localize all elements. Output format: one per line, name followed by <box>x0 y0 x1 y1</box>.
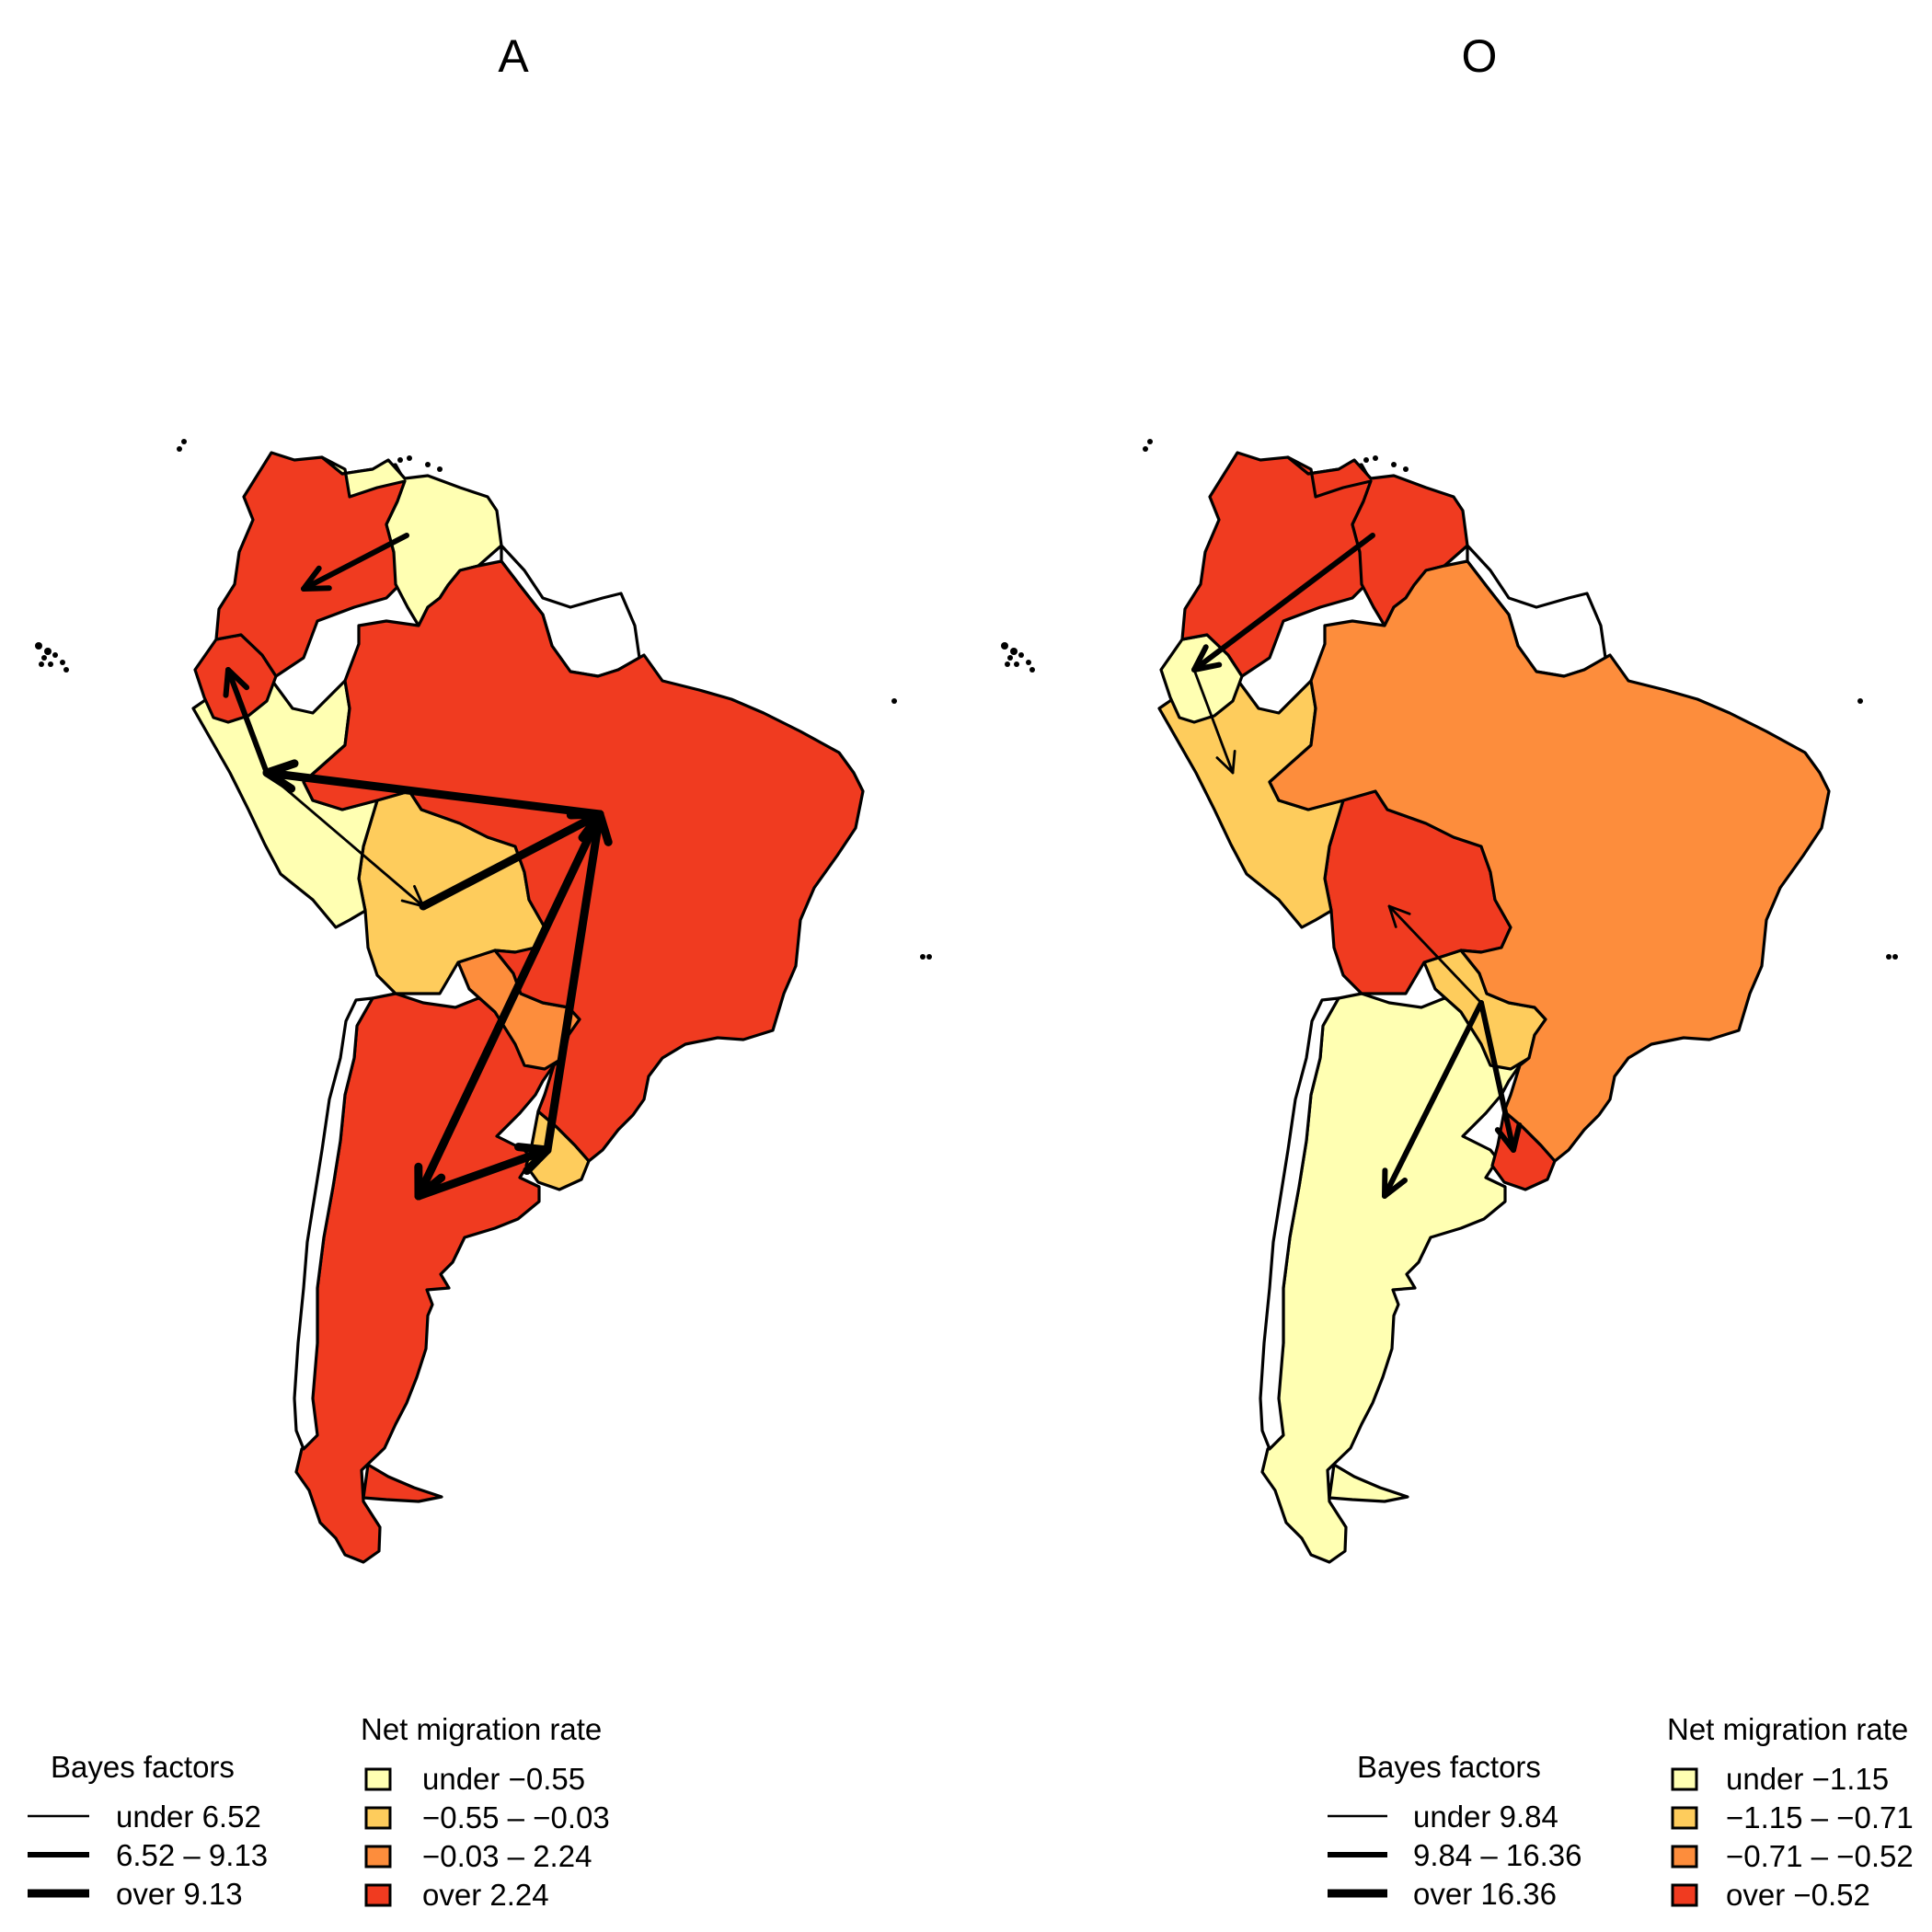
legend-label: under 9.84 <box>1413 1800 1558 1834</box>
legend-title: Net migration rate <box>1667 1712 1908 1746</box>
island-marker <box>177 446 182 452</box>
island-marker <box>425 462 431 467</box>
net-migration-legend: Net migration rate under −1.15 −1.15 – −… <box>1667 1712 1914 1912</box>
legend-label: over 16.36 <box>1413 1877 1557 1911</box>
legend-label: over 2.24 <box>422 1878 549 1912</box>
island-marker <box>407 455 412 461</box>
legend-label: under −1.15 <box>1726 1762 1889 1796</box>
migration-arrow-head <box>513 1143 552 1176</box>
island-marker <box>926 954 932 960</box>
island-marker <box>1857 698 1863 704</box>
country-map <box>1001 439 1898 1564</box>
migration-arrows <box>1191 533 1523 1199</box>
island-marker <box>1001 642 1008 650</box>
island-marker <box>1363 457 1369 463</box>
migration-arrow <box>414 810 604 1201</box>
net-migration-legend: Net migration rate under −0.55 −0.55 – −… <box>361 1712 610 1912</box>
island-marker <box>397 457 403 463</box>
migration-arrow <box>1191 533 1375 673</box>
legend-label: under −0.55 <box>422 1762 585 1796</box>
island-marker <box>1147 439 1153 444</box>
migration-arrow <box>1387 904 1483 1005</box>
migration-arrow <box>414 1145 552 1201</box>
island-marker <box>181 439 187 444</box>
migration-arrow <box>301 533 409 592</box>
island-marker <box>44 648 52 655</box>
migration-arrow <box>225 667 270 776</box>
legend-swatch <box>1671 1883 1698 1907</box>
legend-label: over 9.13 <box>116 1877 243 1911</box>
legend-swatch <box>364 1767 392 1791</box>
bayes-factors-legend: Bayes factors under 9.84 9.84 – 16.36 ov… <box>1328 1750 1582 1911</box>
country-brazil <box>302 559 865 1163</box>
legend-swatch <box>1671 1806 1698 1830</box>
migration-arrow-head <box>1387 904 1411 928</box>
island-marker <box>437 466 443 472</box>
legend-label: 6.52 – 9.13 <box>116 1838 268 1872</box>
island-marker <box>1403 466 1409 472</box>
island-marker <box>891 698 897 704</box>
country-neighbour <box>1259 996 1340 1451</box>
island-marker <box>1007 655 1013 661</box>
legend-swatch <box>1671 1845 1698 1869</box>
island-marker <box>1014 661 1019 667</box>
map-panel-o: O <box>1001 30 1898 1564</box>
island-marker <box>1143 446 1148 452</box>
migration-arrow-head <box>223 667 250 698</box>
island-marker <box>1029 667 1035 673</box>
legend-label: −1.15 – −0.71 <box>1726 1800 1914 1834</box>
migration-arrow <box>265 771 425 908</box>
island-marker <box>39 661 44 667</box>
legend-swatch <box>1671 1767 1698 1791</box>
country-brazil <box>1268 559 1831 1163</box>
island-marker <box>920 954 926 960</box>
migration-arrows <box>223 533 613 1201</box>
island-marker <box>1005 661 1010 667</box>
island-marker <box>35 642 42 650</box>
migration-arrow <box>1382 1000 1484 1199</box>
island-marker <box>1026 660 1031 665</box>
map-panel-a: A <box>35 30 932 1564</box>
island-marker <box>60 660 65 665</box>
island-marker <box>63 667 69 673</box>
legend-label: −0.03 – 2.24 <box>422 1839 592 1873</box>
island-marker <box>1391 462 1397 467</box>
migration-arrow <box>262 768 604 819</box>
country-map <box>35 439 932 1564</box>
legend-title: Bayes factors <box>1357 1750 1541 1784</box>
island-marker <box>1010 648 1018 655</box>
island-marker <box>1018 652 1024 658</box>
migration-arrow-head <box>1382 1167 1408 1199</box>
migration-arrow-head <box>1494 1121 1523 1153</box>
country-neighbour <box>293 996 374 1451</box>
legend-label: −0.55 – −0.03 <box>422 1800 610 1834</box>
migration-arrow <box>419 810 604 911</box>
island-marker <box>1886 954 1892 960</box>
panel-title: O <box>1462 30 1498 82</box>
island-marker <box>1892 954 1898 960</box>
legend-swatch <box>364 1883 392 1907</box>
migration-arrow <box>543 810 604 1155</box>
country-argentina <box>1328 1463 1409 1503</box>
legend-label: −0.71 – −0.52 <box>1726 1839 1914 1873</box>
legend-swatch <box>364 1806 392 1830</box>
country-argentina <box>362 1463 443 1503</box>
island-marker <box>41 655 47 661</box>
island-marker <box>48 661 53 667</box>
legend-swatch <box>364 1845 392 1869</box>
migration-arrow <box>1478 1000 1516 1153</box>
legend-label: under 6.52 <box>116 1800 261 1834</box>
island-marker <box>1373 455 1378 461</box>
legend-label: over −0.52 <box>1726 1878 1870 1912</box>
legend-title: Net migration rate <box>361 1712 602 1746</box>
legend-title: Bayes factors <box>51 1750 235 1784</box>
island-marker <box>52 652 58 658</box>
bayes-factors-legend: Bayes factors under 6.52 6.52 – 9.13 ove… <box>28 1750 268 1911</box>
panel-title: A <box>498 30 529 82</box>
migration-arrow-head <box>301 565 332 592</box>
migration-arrow-head <box>1215 750 1236 775</box>
migration-arrow <box>1192 668 1235 775</box>
legend-label: 9.84 – 16.36 <box>1413 1838 1582 1872</box>
